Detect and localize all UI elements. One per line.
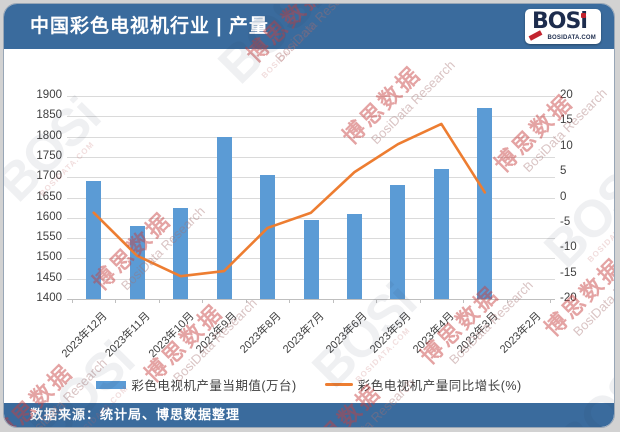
y-axis-right-label: 0: [560, 190, 567, 203]
logo-text: BOSi: [532, 9, 588, 34]
logo-triangle-icon: [528, 30, 543, 41]
bar-2023年11月: [129, 225, 145, 299]
bar-2023年12月: [86, 181, 102, 299]
x-axis-tick: [158, 299, 160, 303]
y-axis-left-label: 1400: [36, 292, 62, 304]
bar-series-label: 彩色电视机产量当期值(万台): [131, 379, 297, 393]
gridline-1400: [67, 299, 555, 300]
x-axis-label: 2023年7月: [280, 310, 327, 356]
x-axis-tick: [419, 299, 421, 303]
data-source-text: 数据来源：统计局、博思数据整理: [30, 407, 241, 422]
y-axis-left-label: 1600: [36, 210, 62, 223]
x-axis-label: 2023年4月: [411, 310, 457, 356]
x-axis-label: 2023年11月: [103, 310, 153, 360]
legend-item-production: 彩色电视机产量当期值(万台): [96, 375, 296, 394]
x-axis-label: 2023年8月: [237, 310, 284, 356]
logo-domain-text: BOSIDATA.COM: [547, 35, 596, 41]
bar-2023年9月: [216, 136, 232, 299]
bar-2023年7月: [303, 219, 319, 299]
y-axis-left-label: 1800: [36, 129, 62, 142]
bar-2023年6月: [346, 213, 362, 299]
y-axis-right-label: -15: [560, 266, 577, 279]
bar-series-swatch: [96, 380, 127, 389]
logo-i-dot: [581, 13, 586, 18]
y-axis-right-label: 15: [560, 114, 573, 127]
x-axis-label: 2023年10月: [146, 310, 197, 361]
y-axis-left-label: 1750: [36, 149, 62, 162]
footer-bar: 数据来源：统计局、博思数据整理: [4, 403, 614, 427]
x-axis-tick: [72, 299, 73, 303]
x-axis-tick: [332, 299, 334, 303]
x-axis-tick: [289, 299, 291, 303]
y-axis-right-label: -10: [560, 241, 577, 254]
bar-2023年10月: [173, 207, 189, 299]
x-axis-tick: [550, 299, 551, 303]
header-bar: 中国彩色电视机行业 | 产量 BOSi BOSIDATA.COM: [4, 4, 614, 49]
bar-2023年8月: [260, 175, 276, 299]
bar-2023年5月: [390, 185, 406, 299]
x-axis-label: 2023年9月: [194, 310, 240, 356]
x-axis-tick: [115, 299, 117, 303]
y-axis-left-label: 1700: [36, 170, 62, 183]
y-axis-right-label: -5: [560, 215, 571, 228]
x-axis-tick: [202, 299, 204, 303]
y-axis-right-label: 20: [560, 89, 573, 101]
bar-2023年4月: [433, 169, 449, 299]
y-axis-left-label: 1500: [36, 251, 62, 264]
x-axis-label: 2023年12月: [59, 310, 110, 361]
y-axis-left-label: 1900: [36, 89, 62, 101]
x-axis-tick: [376, 299, 378, 303]
y-axis-left-label: 1650: [36, 190, 62, 203]
y-axis-left-label: 1550: [36, 231, 62, 244]
bosi-logo: BOSi BOSIDATA.COM: [525, 9, 601, 44]
x-axis-tick: [506, 299, 508, 303]
legend-item-growth: 彩色电视机产量同比增长(%): [324, 375, 522, 394]
report-card: 1400 1450 1500 1550 1600 1650 1700 1750 1800 1850…: [3, 3, 615, 428]
gridline-1900: [67, 96, 555, 97]
y-axis-right-label: 10: [560, 139, 573, 152]
x-axis-tick: [463, 299, 465, 303]
y-axis-left-label: 1850: [36, 109, 62, 122]
x-axis-label: 2023年2月: [498, 310, 544, 356]
x-axis-label: 2023年6月: [324, 310, 371, 356]
y-axis-right-label: -20: [560, 292, 577, 304]
page-title: 中国彩色电视机行业 | 产量: [30, 16, 269, 37]
gridline-1850: [67, 116, 555, 118]
legend: 彩色电视机产量当期值(万台) 彩色电视机产量同比增长(%): [4, 375, 614, 394]
y-axis-left-label: 1450: [36, 271, 62, 284]
x-axis-label: 2023年3月: [454, 310, 501, 356]
line-series-label: 彩色电视机产量同比增长(%): [357, 379, 522, 393]
plot-area: 1400 1450 1500 1550 1600 1650 1700 1750 1800 1850…: [4, 4, 614, 427]
x-axis-label: 2023年5月: [367, 310, 414, 356]
x-axis-tick: [245, 299, 247, 303]
line-series-swatch: [324, 383, 353, 386]
y-axis-right-label: 5: [560, 165, 567, 178]
bar-2023年3月: [477, 108, 493, 299]
